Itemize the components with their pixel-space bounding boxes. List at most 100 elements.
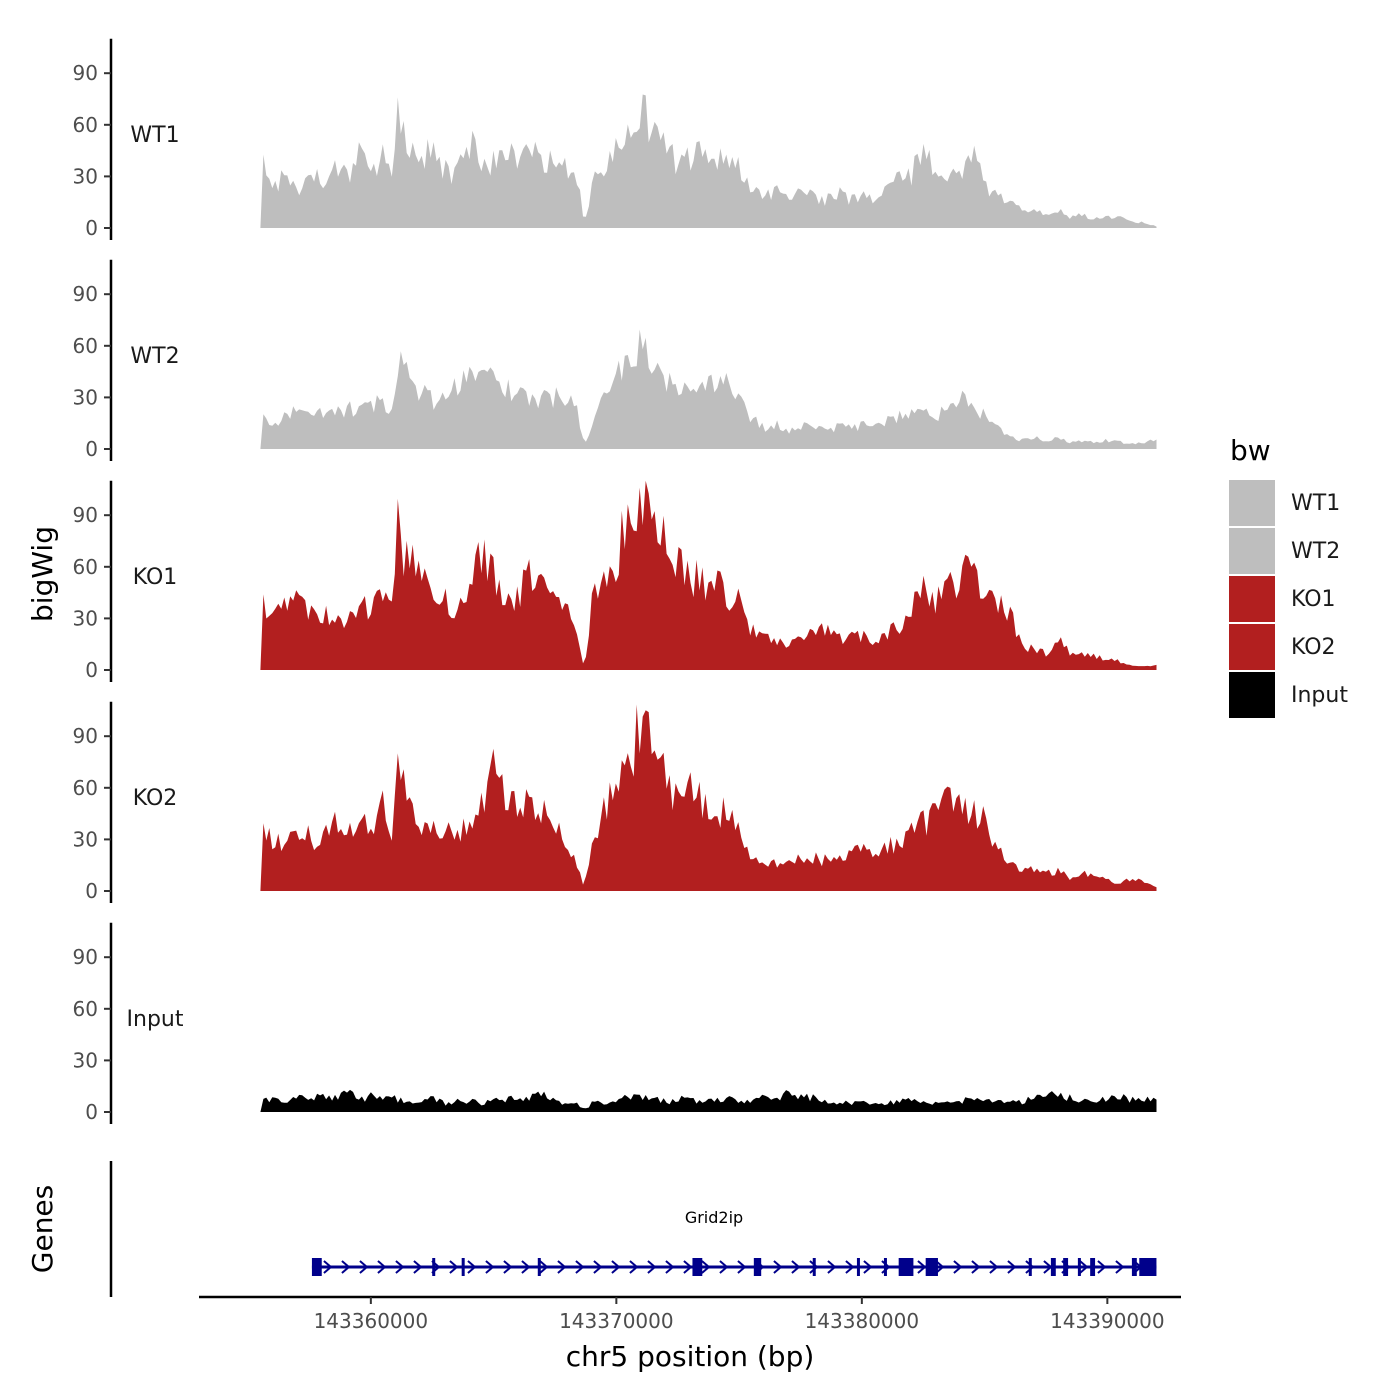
- strand-arrow: [665, 1260, 675, 1274]
- strand-arrow: [539, 1260, 549, 1274]
- strand-arrow: [395, 1260, 405, 1274]
- x-tick-label: 143360000: [314, 1309, 429, 1333]
- exon: [692, 1258, 703, 1276]
- y-tick-label: 30: [73, 827, 98, 851]
- exon: [1063, 1258, 1069, 1276]
- exon: [812, 1258, 816, 1276]
- strand-arrow: [503, 1260, 513, 1274]
- exon: [537, 1258, 541, 1276]
- legend-swatch-ko2: [1229, 624, 1275, 670]
- strand-arrow: [593, 1260, 603, 1274]
- y-tick-label: 30: [73, 385, 98, 409]
- strand-arrow: [683, 1260, 693, 1274]
- gene-label: Grid2ip: [685, 1208, 743, 1227]
- strand-arrow: [557, 1260, 567, 1274]
- y-tick-label: 90: [73, 724, 98, 748]
- track-label: Input: [127, 1007, 184, 1032]
- track-label: KO1: [133, 565, 178, 590]
- legend-label: WT2: [1291, 539, 1340, 564]
- track-panel-wt2: 0 30 60 90 WT2: [73, 259, 1157, 461]
- legend-label: WT1: [1291, 491, 1340, 516]
- strand-arrow: [1007, 1260, 1017, 1274]
- tracks-layer: 0 30 60 90 WT1 0 30 60 90 WT2 0 30 60 90 KO1 0 30 60 90 KO2…: [73, 38, 1157, 1124]
- strand-arrow: [413, 1260, 423, 1274]
- legend-swatch-input: [1229, 672, 1275, 718]
- strand-arrow: [737, 1260, 747, 1274]
- exon: [1131, 1258, 1137, 1276]
- strand-arrow: [971, 1260, 981, 1274]
- strand-arrow: [1025, 1260, 1035, 1274]
- strand-arrow: [1097, 1260, 1107, 1274]
- exon: [1090, 1258, 1096, 1276]
- track-panel-input: 0 30 60 90 Input: [73, 922, 1157, 1124]
- strand-arrow: [341, 1260, 351, 1274]
- strand-arrow: [827, 1260, 837, 1274]
- exon: [1139, 1258, 1157, 1276]
- legend-label: KO1: [1291, 587, 1336, 612]
- legend-items: WT1 WT2 KO1 KO2 Input: [1229, 480, 1348, 718]
- strand-arrow: [791, 1260, 801, 1274]
- strand-arrow: [449, 1260, 459, 1274]
- y-tick-label: 30: [73, 164, 98, 188]
- legend-title: bw: [1230, 434, 1271, 467]
- y-tick-label: 60: [73, 334, 98, 358]
- y-axis-title: bigWig: [26, 526, 59, 622]
- strand-arrow: [953, 1260, 963, 1274]
- exon: [883, 1258, 887, 1276]
- legend-swatch-wt2: [1229, 528, 1275, 574]
- x-tick-label: 143390000: [1050, 1309, 1165, 1333]
- track-panel-ko1: 0 30 60 90 KO1: [73, 480, 1157, 682]
- strand-arrow: [719, 1260, 729, 1274]
- exon: [1028, 1258, 1032, 1276]
- y-tick-label: 60: [73, 776, 98, 800]
- strand-arrow: [863, 1260, 873, 1274]
- strand-arrow: [989, 1260, 999, 1274]
- strand-arrow: [701, 1260, 711, 1274]
- x-axis: 143360000 143370000 143380000 143390000: [199, 1295, 1181, 1333]
- y-tick-label: 30: [73, 606, 98, 630]
- y-tick-label: 60: [73, 555, 98, 579]
- exon: [898, 1258, 914, 1276]
- exon: [461, 1258, 465, 1276]
- exon: [1077, 1258, 1081, 1276]
- y-tick-label: 90: [73, 945, 98, 969]
- strand-arrow: [467, 1260, 477, 1274]
- exon: [856, 1258, 860, 1276]
- signal-area-ko1: [260, 480, 1157, 670]
- exon: [432, 1258, 436, 1276]
- y-tick-label: 0: [85, 437, 98, 461]
- y-tick-label: 0: [85, 216, 98, 240]
- exon: [925, 1258, 938, 1276]
- y-tick-label: 0: [85, 1100, 98, 1124]
- strand-arrow: [359, 1260, 369, 1274]
- legend-swatch-ko1: [1229, 576, 1275, 622]
- strand-arrow: [377, 1260, 387, 1274]
- y-tick-label: 0: [85, 879, 98, 903]
- legend: bw WT1 WT2 KO1 KO2 Input: [1229, 434, 1348, 718]
- strand-arrow: [773, 1260, 783, 1274]
- legend-swatch-wt1: [1229, 480, 1275, 526]
- strand-arrow: [1079, 1260, 1089, 1274]
- x-axis-title: chr5 position (bp): [566, 1340, 815, 1373]
- y-tick-label: 0: [85, 658, 98, 682]
- strand-arrow: [845, 1260, 855, 1274]
- y-tick-label: 90: [73, 282, 98, 306]
- signal-area-wt2: [260, 329, 1157, 449]
- genes-axis-title: Genes: [26, 1185, 59, 1273]
- strand-arrow: [521, 1260, 531, 1274]
- exon: [753, 1258, 762, 1276]
- track-label: KO2: [133, 786, 178, 811]
- legend-label: Input: [1291, 683, 1348, 708]
- x-tick-label: 143380000: [805, 1309, 920, 1333]
- track-label: WT1: [130, 123, 179, 148]
- strand-arrow: [575, 1260, 585, 1274]
- y-tick-label: 60: [73, 997, 98, 1021]
- y-tick-label: 90: [73, 503, 98, 527]
- signal-area-ko2: [260, 704, 1157, 891]
- legend-label: KO2: [1291, 635, 1336, 660]
- exon: [311, 1258, 322, 1276]
- genes-track: Grid2ip: [109, 1161, 1157, 1297]
- track-panel-ko2: 0 30 60 90 KO2: [73, 701, 1157, 903]
- strand-arrow: [323, 1260, 333, 1274]
- strand-arrow: [809, 1260, 819, 1274]
